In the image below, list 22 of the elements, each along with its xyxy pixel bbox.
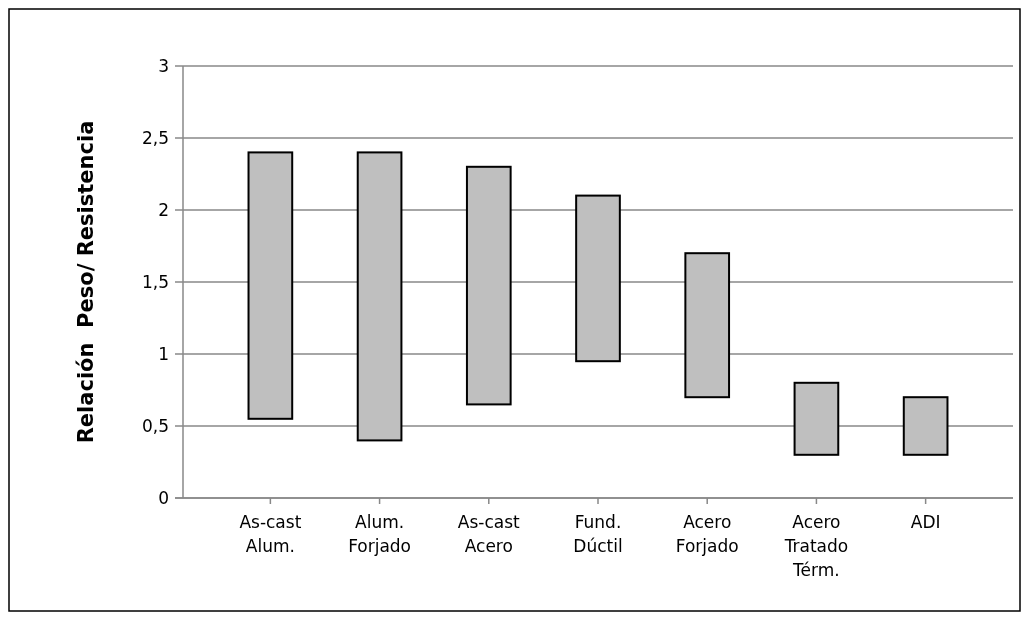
x-tick-label: ADI: [910, 512, 941, 532]
x-tick-label: Acero Forjado: [675, 512, 739, 556]
x-tick-label: Alum. Forjado: [348, 512, 412, 556]
x-tick-label: Fund. Dúctil: [573, 512, 623, 556]
y-tick-label: 2,5: [141, 127, 169, 148]
x-tick-label: As-cast Acero: [457, 512, 521, 556]
y-tick-label: 1: [158, 343, 169, 364]
bar: [356, 151, 403, 442]
bar: [247, 151, 294, 420]
bar: [684, 252, 731, 399]
y-tick-label: 1,5: [141, 271, 169, 292]
y-tick-label: 0,5: [141, 415, 169, 436]
y-tick-label: 2: [158, 199, 169, 220]
bar: [902, 396, 949, 456]
bar: [575, 194, 621, 363]
y-tick-label: 0: [158, 487, 169, 508]
bar: [465, 165, 512, 406]
bar: [793, 381, 840, 456]
x-tick-label: Acero Tratado Térm.: [783, 512, 849, 580]
x-tick-label: As-cast Alum.: [239, 512, 302, 556]
y-tick-label: 3: [158, 55, 169, 76]
y-axis-title: Relación Peso/ Resistencia: [74, 120, 98, 444]
